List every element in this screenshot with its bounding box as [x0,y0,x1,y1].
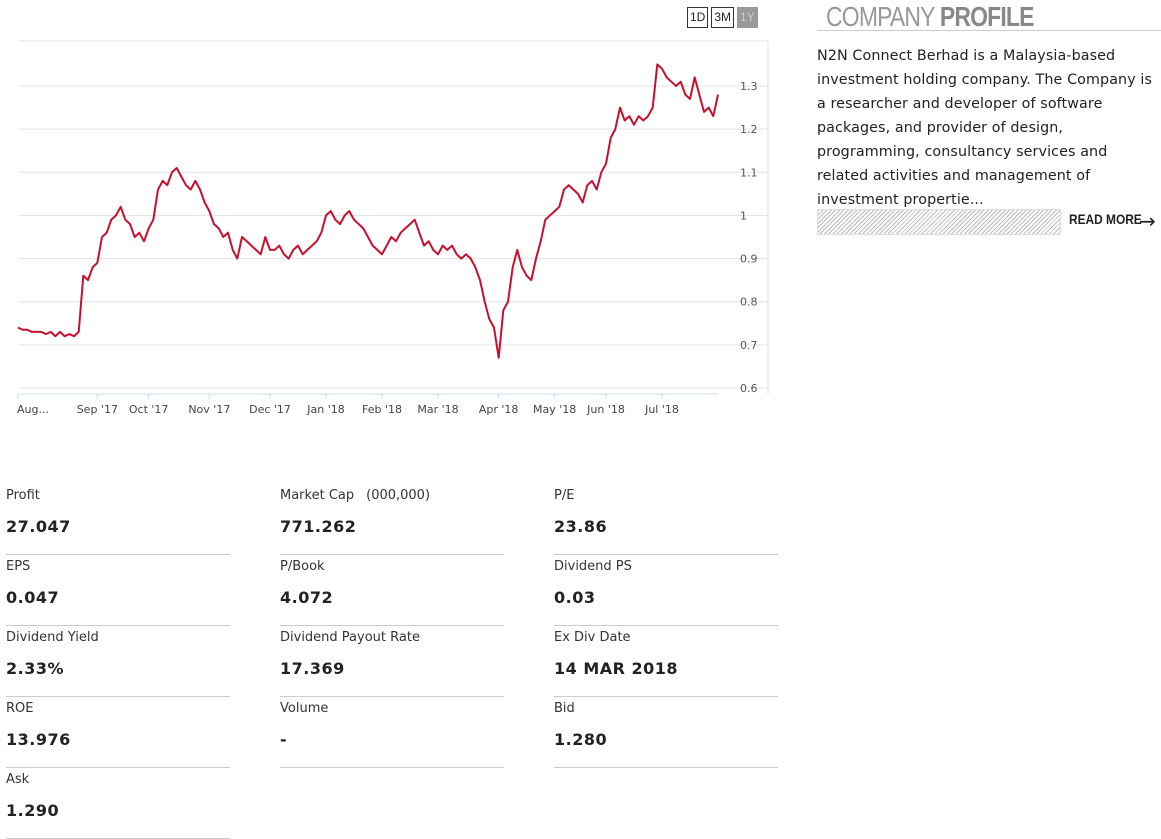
y-tick-label: 0.6 [740,382,758,395]
price-line [17,63,719,359]
stat-volume: Volume - [280,697,504,768]
read-more-row[interactable]: READ MORE → [817,209,1157,235]
profile-title-light: COMPANY [826,1,935,32]
stat-value: 23.86 [554,517,608,536]
stat-label: Profit [6,488,40,503]
x-tick-label: May '18 [533,403,576,416]
stat-label: Market Cap (000,000) [280,488,430,503]
stat-value: - [280,730,288,749]
stat-value: 0.047 [6,588,60,607]
stat-value: 4.072 [280,588,334,607]
stat-pbook: P/Book 4.072 [280,555,504,626]
stat-value: 1.290 [6,801,60,820]
stat-label: Dividend PS [554,559,632,574]
x-tick-label: Oct '17 [129,403,169,416]
stat-label: Dividend Payout Rate [280,630,420,645]
stat-label: Volume [280,701,329,716]
x-tick-label: Jun '18 [586,403,625,416]
stat-dividend-payout: Dividend Payout Rate 17.369 [280,626,504,697]
range-1d-button[interactable]: 1D [687,7,709,28]
price-chart: 1.3 1.2 1.1 1 0.9 0.8 0.7 0.6 Aug... Sep '17 Oct '… [17,40,769,416]
x-tick-label: Sep '17 [77,403,118,416]
x-tick-label: Jul '18 [644,403,679,416]
stat-eps: EPS 0.047 [6,555,230,626]
company-profile: COMPANY PROFILE N2N Connect Berhad is a … [817,0,1161,212]
stat-label: P/E [554,488,575,503]
x-tick-label: Nov '17 [188,403,230,416]
y-tick-label: 1.1 [740,166,758,179]
y-tick-label: 0.8 [740,296,758,309]
x-tick-label: Aug... [17,403,49,416]
range-3m-button[interactable]: 3M [711,7,735,28]
stat-value: 2.33% [6,659,65,678]
stat-unit: (000,000) [366,488,431,503]
y-tick-label: 0.7 [740,339,758,352]
range-selector: 1D 3M 1Y [687,7,758,28]
stat-value: 27.047 [6,517,71,536]
x-tick-label: Dec '17 [249,403,291,416]
stat-value: 13.976 [6,730,71,749]
stat-label: ROE [6,701,34,716]
stat-label-text: Market Cap [280,488,355,503]
profile-title: COMPANY PROFILE [817,0,1161,32]
stat-dividend-yield: Dividend Yield 2.33% [6,626,230,697]
stat-value: 17.369 [280,659,345,678]
read-more-link[interactable]: READ MORE [1069,211,1142,227]
stat-label: Ex Div Date [554,630,631,645]
stat-label: Bid [554,701,575,716]
profile-title-bold: PROFILE [939,1,1035,32]
stat-dividend-ps: Dividend PS 0.03 [554,555,778,626]
y-tick-label: 1 [740,209,747,222]
stat-label: P/Book [280,559,325,574]
y-tick-label: 1.2 [740,123,758,136]
y-tick-label: 0.9 [740,253,758,266]
stat-profit: Profit 27.047 [6,484,230,555]
profile-description: N2N Connect Berhad is a Malaysia-based i… [817,48,1153,208]
hatch-decoration [817,209,1061,235]
y-tick-label: 1.3 [740,80,758,93]
stat-roe: ROE 13.976 [6,697,230,768]
x-tick-label: Feb '18 [362,403,402,416]
stat-value: 1.280 [554,730,608,749]
x-tick-label: Mar '18 [417,403,458,416]
arrow-right-icon[interactable]: → [1139,209,1156,233]
stat-value: 771.262 [280,517,357,536]
x-tick-label: Apr '18 [479,403,519,416]
x-tick-label: Jan '18 [306,403,344,416]
stat-ask: Ask 1.290 [6,768,230,839]
stat-value: 0.03 [554,588,596,607]
stat-label: Ask [6,772,30,787]
stat-label: Dividend Yield [6,630,99,645]
range-1y-button[interactable]: 1Y [737,7,758,28]
stat-bid: Bid 1.280 [554,697,778,768]
stat-ex-div-date: Ex Div Date 14 MAR 2018 [554,626,778,697]
stat-market-cap: Market Cap (000,000) 771.262 [280,484,504,555]
stat-value: 14 MAR 2018 [554,659,679,678]
stat-pe: P/E 23.86 [554,484,778,555]
stat-label: EPS [6,559,31,574]
